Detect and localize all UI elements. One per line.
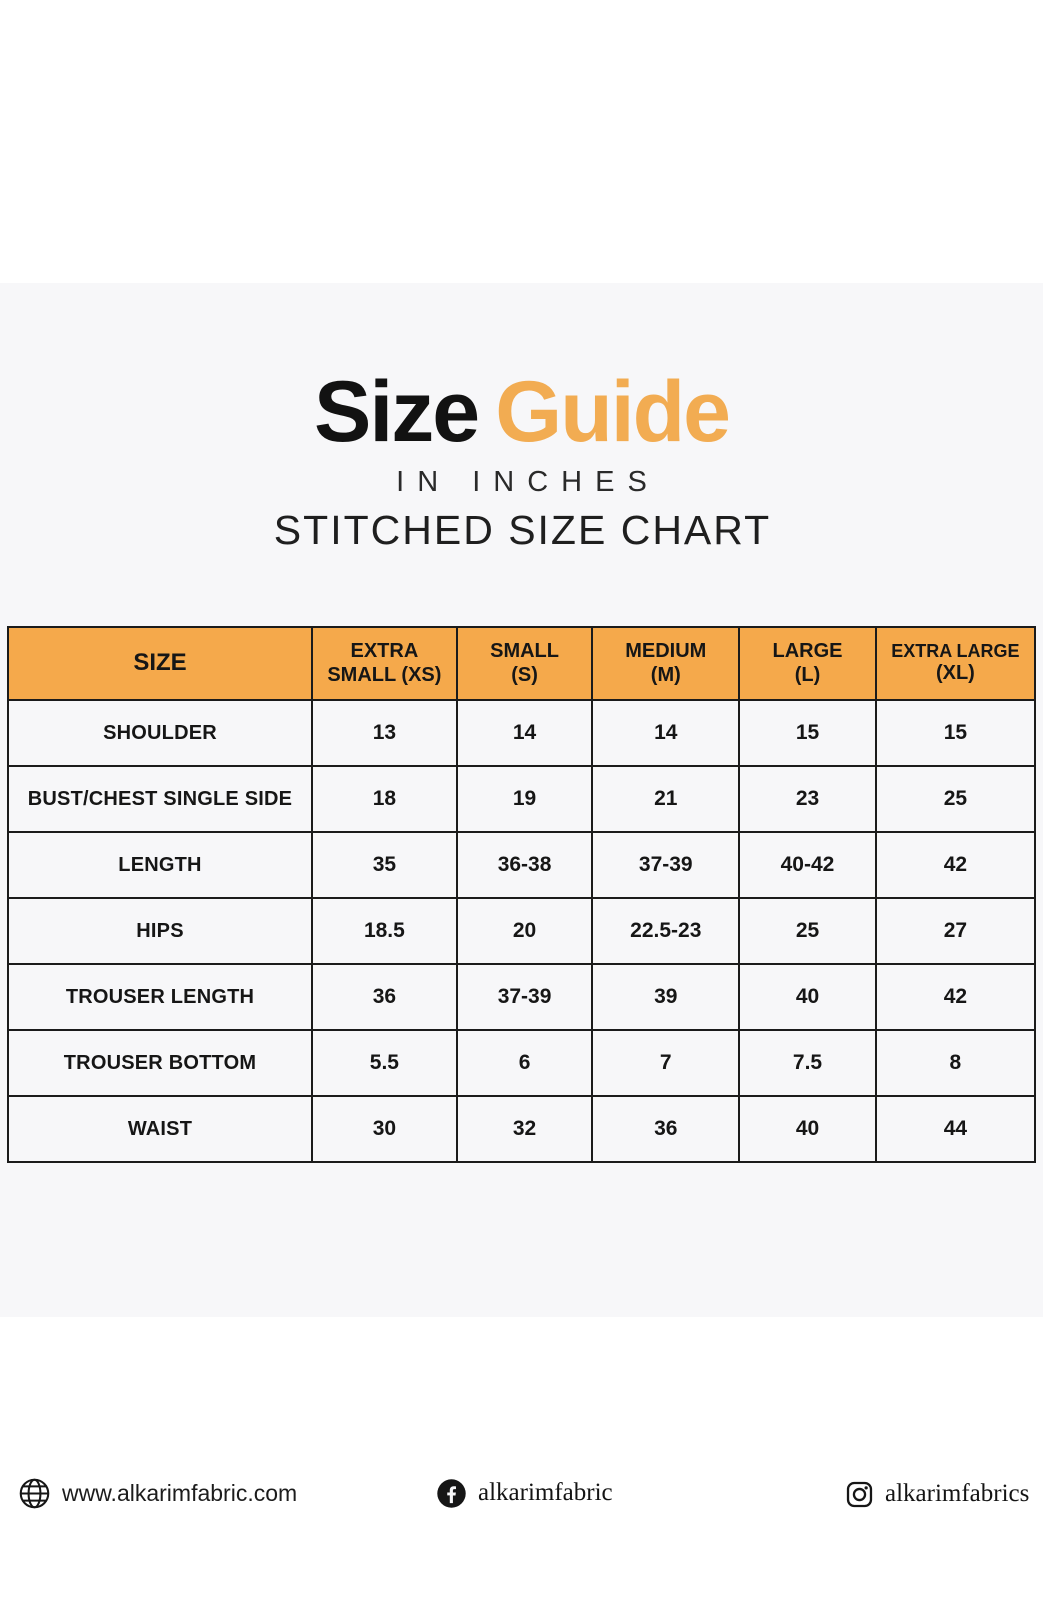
table-row: LENGTH 35 36-38 37-39 40-42 42 (7, 831, 1037, 899)
value-cell: 20 (455, 897, 594, 965)
header-row: SIZE EXTRA SMALL (XS) SMALL (S) MEDIUM (M) LARG… (7, 626, 1037, 701)
value-cell: 13 (310, 699, 458, 767)
value-cell: 37-39 (591, 831, 741, 899)
value-cell: 35 (310, 831, 458, 899)
value-cell: 37-39 (455, 963, 594, 1031)
value-cell: 27 (874, 897, 1037, 965)
globe-icon (18, 1477, 51, 1510)
website-url: www.alkarimfabric.com (62, 1479, 298, 1506)
column-header-xs: EXTRA SMALL (XS) (310, 626, 458, 701)
title-block: Size Guide IN INCHES STITCHED SIZE CHART (0, 369, 1043, 553)
facebook-handle: alkarimfabric (478, 1479, 613, 1506)
column-header-m: MEDIUM (M) (591, 626, 741, 701)
table-row: TROUSER BOTTOM 5.5 6 7 7.5 8 (7, 1029, 1037, 1097)
column-header-l: LARGE (L) (738, 626, 877, 701)
value-cell: 42 (874, 963, 1037, 1031)
row-label: TROUSER BOTTOM (7, 1029, 313, 1097)
value-cell: 40 (738, 963, 877, 1031)
footer-facebook[interactable]: alkarimfabric (436, 1473, 613, 1513)
table-row: HIPS 18.5 20 22.5-23 25 27 (7, 897, 1037, 965)
value-cell: 36 (591, 1095, 741, 1163)
value-cell: 15 (738, 699, 877, 767)
value-cell: 14 (591, 699, 741, 767)
row-label: TROUSER LENGTH (7, 963, 313, 1031)
table-row: WAIST 30 32 36 40 44 (7, 1095, 1037, 1163)
subtitle-in-inches: IN INCHES (396, 466, 660, 498)
value-cell: 39 (591, 963, 741, 1031)
value-cell: 32 (455, 1095, 594, 1163)
row-label: WAIST (7, 1095, 313, 1163)
footer-instagram[interactable]: alkarimfabrics (845, 1474, 1029, 1514)
size-chart-table: SIZE EXTRA SMALL (XS) SMALL (S) MEDIUM (M) LARG… (7, 626, 1037, 1163)
value-cell: 40-42 (738, 831, 877, 899)
row-label: SHOULDER (7, 699, 313, 767)
table-header: SIZE EXTRA SMALL (XS) SMALL (S) MEDIUM (M) LARG… (7, 626, 1037, 701)
value-cell: 22.5-23 (591, 897, 741, 965)
value-cell: 40 (738, 1095, 877, 1163)
value-cell: 18.5 (310, 897, 458, 965)
column-header-xl: EXTRA LARGE (XL) (874, 626, 1037, 701)
table-row: BUST/CHEST SINGLE SIDE 18 19 21 23 25 (7, 765, 1037, 833)
instagram-icon (845, 1480, 874, 1509)
value-cell: 15 (874, 699, 1037, 767)
table-row: TROUSER LENGTH 36 37-39 39 40 42 (7, 963, 1037, 1031)
value-cell: 30 (310, 1095, 458, 1163)
value-cell: 21 (591, 765, 741, 833)
value-cell: 19 (455, 765, 594, 833)
row-label: BUST/CHEST SINGLE SIDE (7, 765, 313, 833)
value-cell: 42 (874, 831, 1037, 899)
column-header-s: SMALL (S) (455, 626, 594, 701)
value-cell: 44 (874, 1095, 1037, 1163)
value-cell: 36-38 (455, 831, 594, 899)
instagram-handle: alkarimfabrics (885, 1480, 1030, 1507)
content-band: Size Guide IN INCHES STITCHED SIZE CHART … (0, 283, 1043, 1508)
value-cell: 14 (455, 699, 594, 767)
footer-website[interactable]: www.alkarimfabric.com (18, 1473, 297, 1513)
row-label: LENGTH (7, 831, 313, 899)
subtitle-stitched-size-chart: STITCHED SIZE CHART (273, 506, 772, 553)
value-cell: 8 (874, 1029, 1037, 1097)
title-word-size: Size (314, 364, 480, 460)
value-cell: 5.5 (310, 1029, 458, 1097)
value-cell: 7.5 (738, 1029, 877, 1097)
value-cell: 36 (310, 963, 458, 1031)
page-title: Size Guide (0, 369, 1043, 455)
table-row: SHOULDER 13 14 14 15 15 (7, 699, 1037, 767)
value-cell: 23 (738, 765, 877, 833)
value-cell: 18 (310, 765, 458, 833)
value-cell: 6 (455, 1029, 594, 1097)
column-header-size: SIZE (7, 626, 313, 701)
facebook-icon (436, 1478, 467, 1509)
value-cell: 25 (738, 897, 877, 965)
value-cell: 25 (874, 765, 1037, 833)
title-word-guide: Guide (495, 364, 731, 460)
table-body: SHOULDER 13 14 14 15 15 BUST/CHEST SINGLE SIDE… (7, 699, 1037, 1163)
row-label: HIPS (7, 897, 313, 965)
value-cell: 7 (591, 1029, 741, 1097)
